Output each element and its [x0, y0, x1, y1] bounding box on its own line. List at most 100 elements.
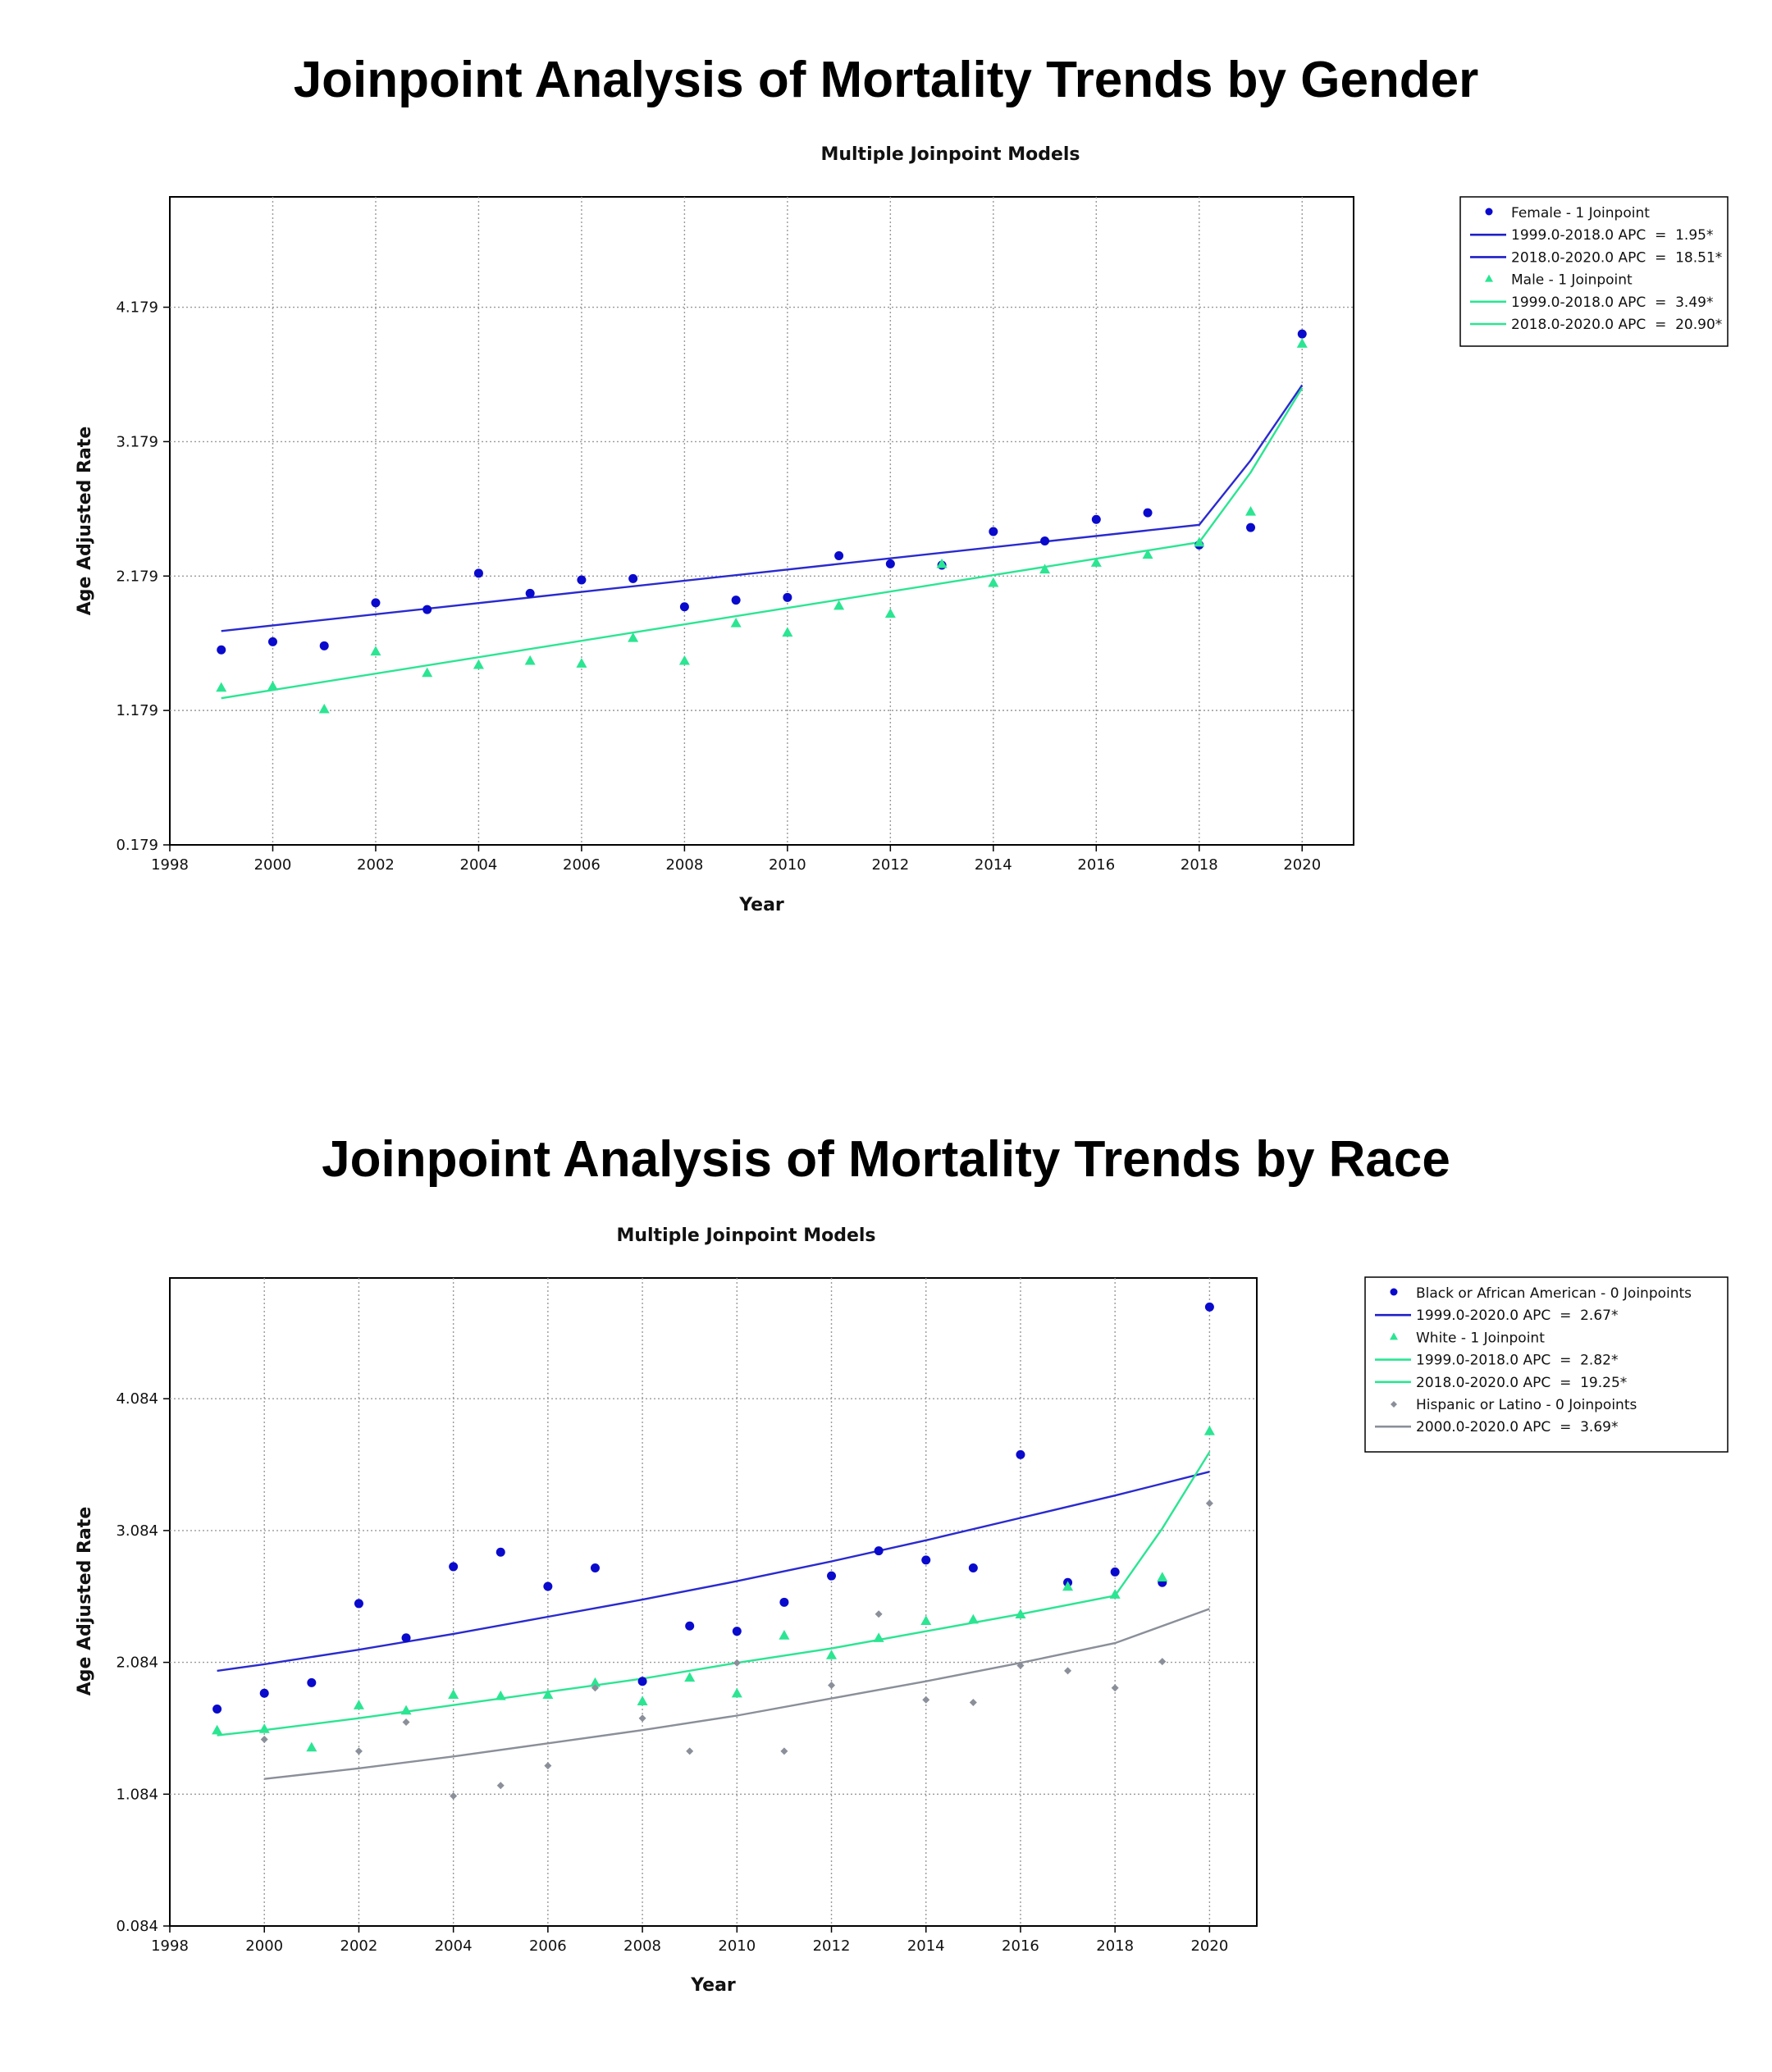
legend-label: Black or African American - 0 Joinpoints [1416, 1285, 1692, 1302]
fit-line [221, 387, 1304, 700]
data-point [731, 1687, 742, 1698]
data-point [885, 559, 895, 568]
data-point [544, 1762, 552, 1770]
legend-dot-swatch [1485, 208, 1493, 216]
x-tick-label: 2000 [245, 1937, 283, 1955]
data-point [1204, 1302, 1214, 1312]
legend-box [1459, 196, 1729, 347]
data-point [783, 592, 792, 602]
data-point [873, 1632, 884, 1642]
legend-label: 2000.0-2020.0 APC = 3.69* [1416, 1419, 1618, 1435]
data-point [988, 577, 999, 587]
data-point [212, 1724, 223, 1735]
data-point [306, 1741, 317, 1752]
data-point [922, 1695, 930, 1704]
x-tick-label: 2008 [665, 856, 703, 874]
x-tick-label: 2012 [813, 1937, 851, 1955]
data-point [1110, 1567, 1120, 1577]
data-point [967, 1613, 979, 1624]
data-point [589, 1677, 601, 1687]
data-point [686, 1747, 694, 1755]
data-point [1142, 549, 1153, 559]
y-tick-label: 4.179 [116, 299, 158, 317]
data-point [400, 1705, 412, 1715]
legend-label: 1999.0-2018.0 APC = 2.82* [1416, 1353, 1618, 1369]
x-tick-label: 2002 [357, 856, 395, 874]
data-point [827, 1571, 837, 1581]
race-chart: Multiple Joinpoint Models 1998 2000 2002 200… [75, 1225, 1729, 1996]
data-point [834, 551, 844, 561]
y-tick-label: 1.084 [116, 1786, 158, 1803]
data-point [733, 1659, 741, 1667]
x-tick-label: 2016 [1002, 1937, 1039, 1955]
data-point [543, 1581, 553, 1591]
data-point [260, 1735, 268, 1743]
y-axis-label: Age Adjusted Rate [75, 1507, 95, 1696]
y-tick-label: 3.179 [116, 433, 158, 450]
data-point [1143, 508, 1153, 518]
x-axis-label: Year [690, 1975, 736, 1996]
data-point [1016, 1661, 1025, 1669]
data-point [422, 605, 432, 614]
y-tick-label: 0.179 [116, 837, 158, 854]
x-tick-label: 2008 [623, 1937, 661, 1955]
data-point [422, 667, 433, 678]
x-tick-label: 2004 [460, 856, 498, 874]
data-point [450, 1792, 458, 1800]
data-point [495, 1690, 506, 1700]
y-tick-label: 3.084 [116, 1522, 158, 1540]
data-point [1296, 338, 1308, 348]
data-point [307, 1677, 317, 1687]
data-point [449, 1562, 459, 1572]
data-point [473, 659, 484, 669]
chart-subtitle: Multiple Joinpoint Models [616, 1225, 875, 1246]
data-point [258, 1723, 270, 1733]
y-axis-label: Age Adjusted Rate [75, 427, 95, 616]
figure-title-gender: Joinpoint Analysis of Mortality Trends b… [293, 52, 1479, 108]
data-point [1064, 1667, 1072, 1675]
data-point [370, 646, 381, 656]
figure-title-race: Joinpoint Analysis of Mortality Trends b… [322, 1131, 1450, 1188]
data-point [1109, 1589, 1121, 1599]
legend-label: Female - 1 Joinpoint [1511, 205, 1650, 221]
y-tick-label: 2.084 [116, 1654, 158, 1672]
data-point [968, 1563, 978, 1573]
data-point [730, 617, 742, 628]
x-tick-label: 2012 [871, 856, 909, 874]
legend-diamond-swatch [1391, 1401, 1397, 1408]
data-point [590, 1563, 600, 1573]
data-point [319, 641, 329, 650]
data-point [354, 1599, 363, 1609]
legend-label: 1999.0-2018.0 APC = 1.95* [1511, 227, 1713, 244]
data-point [678, 655, 690, 665]
data-point [524, 655, 536, 665]
data-point [576, 658, 587, 668]
x-tick-label: 2006 [529, 1937, 567, 1955]
x-tick-label: 2000 [254, 856, 292, 874]
data-point [1111, 1684, 1119, 1692]
y-tick-label: 0.084 [116, 1918, 158, 1935]
data-point [679, 602, 689, 612]
data-point [1245, 505, 1257, 516]
data-point [1203, 1425, 1215, 1435]
data-point [1016, 1449, 1025, 1459]
data-point [1039, 564, 1051, 574]
x-tick-label: 2014 [975, 856, 1012, 874]
data-point [1040, 536, 1050, 545]
data-point [685, 1621, 695, 1631]
legend-label: 2018.0-2020.0 APC = 20.90* [1511, 317, 1722, 333]
x-tick-label: 2020 [1283, 856, 1321, 874]
legend-label: 2018.0-2020.0 APC = 18.51* [1511, 249, 1722, 266]
data-point [1205, 1499, 1213, 1508]
x-tick-label: 2018 [1181, 856, 1218, 874]
legend-label: Hispanic or Latino - 0 Joinpoints [1416, 1397, 1637, 1413]
fit-line [221, 384, 1304, 632]
data-point [638, 1714, 646, 1723]
legend-triangle-swatch [1390, 1332, 1398, 1340]
data-point [884, 608, 896, 618]
x-tick-label: 2002 [340, 1937, 378, 1955]
x-tick-label: 1998 [151, 856, 189, 874]
data-point [920, 1615, 932, 1626]
data-point [577, 575, 587, 585]
data-point [1091, 514, 1101, 524]
